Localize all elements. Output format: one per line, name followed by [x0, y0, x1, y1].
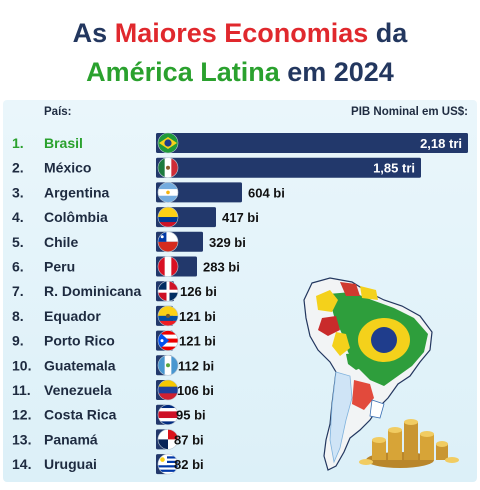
country-label: Argentina [44, 184, 110, 200]
country-label: México [44, 160, 91, 176]
country-label: Equador [44, 308, 101, 324]
bar [156, 182, 242, 203]
flag-puerto-rico-icon [157, 330, 179, 351]
flag-uruguay-icon [157, 453, 179, 475]
flag-chile-icon [157, 231, 179, 253]
value-label: 121 bi [179, 334, 216, 349]
title-highlight-red: Maiores Economias [114, 18, 369, 48]
chart-row: 3. Argentina 604 bi [12, 182, 285, 203]
bar [156, 157, 421, 178]
value-label: 82 bi [174, 457, 204, 472]
value-label: 106 bi [177, 383, 214, 398]
title-highlight-green: América Latina [86, 57, 280, 87]
flag-venezuela-icon [157, 379, 179, 401]
south-america-map-icon [303, 277, 433, 471]
flag-colombia-icon [157, 206, 179, 228]
rank-label: 5. [12, 234, 24, 250]
rank-label: 3. [12, 184, 24, 200]
chart-row: 9. Porto Rico 121 bi [12, 330, 216, 351]
bar [156, 133, 468, 153]
coin-stack-icon [359, 419, 459, 468]
flag-peru-icon [157, 256, 179, 277]
rank-label: 9. [12, 333, 24, 349]
bottom-border [0, 484, 480, 490]
country-label: Venezuela [44, 382, 112, 398]
chart-row: 12. Costa Rica 95 bi [12, 404, 206, 426]
rank-label: 8. [12, 308, 24, 324]
value-label: 329 bi [209, 235, 246, 250]
country-column-header: País: [44, 106, 72, 118]
chart-row: 7. R. Dominicana 126 bi [12, 280, 217, 302]
rank-label: 10. [12, 357, 31, 373]
rank-label: 11. [12, 382, 31, 398]
value-label: 87 bi [174, 432, 204, 447]
rank-label: 12. [12, 407, 31, 423]
value-label: 112 bi [178, 358, 214, 373]
country-label: Guatemala [44, 357, 116, 373]
flag-brazil-icon [157, 132, 179, 154]
flag-guatemala-icon [157, 354, 179, 376]
country-label: Brasil [44, 135, 83, 151]
rank-label: 1. [12, 135, 24, 151]
chart-row: 1. Brasil 2,18 tri [12, 132, 468, 154]
flag-ecuador-icon [157, 305, 179, 327]
title-line-2: América Latina em 2024 [86, 57, 394, 87]
country-label: Porto Rico [44, 333, 115, 349]
country-label: R. Dominicana [44, 283, 141, 299]
chart-row: 8. Equador 121 bi [12, 305, 216, 327]
chart-row: 14. Uruguai 82 bi [12, 453, 204, 475]
country-label: Uruguai [44, 456, 97, 472]
rank-label: 4. [12, 209, 24, 225]
value-label: 95 bi [176, 408, 206, 423]
chart-row: 2. México 1,85 tri [12, 157, 421, 178]
value-label: 2,18 tri [420, 136, 462, 151]
rank-label: 2. [12, 160, 24, 176]
title-line-1: As Maiores Economias da [72, 18, 408, 48]
rank-label: 13. [12, 431, 31, 447]
country-label: Costa Rica [44, 407, 117, 423]
country-label: Panamá [44, 431, 98, 447]
rank-label: 6. [12, 259, 24, 275]
flag-panama-icon [157, 429, 179, 450]
value-label: 604 bi [248, 185, 285, 200]
value-label: 283 bi [203, 260, 240, 275]
country-label: Colômbia [44, 209, 108, 225]
flag-costa-rica-icon [157, 404, 179, 426]
rank-label: 7. [12, 283, 24, 299]
flag-dominican-republic-icon [157, 280, 179, 302]
chart-row: 10. Guatemala 112 bi [12, 354, 214, 376]
chart-row: 5. Chile 329 bi [12, 231, 246, 253]
value-label: 126 bi [180, 284, 217, 299]
flag-mexico-icon [157, 157, 179, 178]
country-label: Peru [44, 259, 75, 275]
rank-label: 14. [12, 456, 31, 472]
country-label: Chile [44, 234, 78, 250]
chart-row: 4. Colômbia 417 bi [12, 206, 259, 228]
value-label: 417 bi [222, 210, 259, 225]
chart-row: 11. Venezuela 106 bi [12, 379, 214, 401]
chart-row: 6. Peru 283 bi [12, 256, 240, 277]
chart-row: 13. Panamá 87 bi [12, 429, 204, 450]
flag-argentina-icon [157, 182, 179, 203]
value-label: 121 bi [179, 309, 216, 324]
value-label: 1,85 tri [373, 161, 415, 176]
gdp-column-header: PIB Nominal em US$: [351, 106, 468, 118]
